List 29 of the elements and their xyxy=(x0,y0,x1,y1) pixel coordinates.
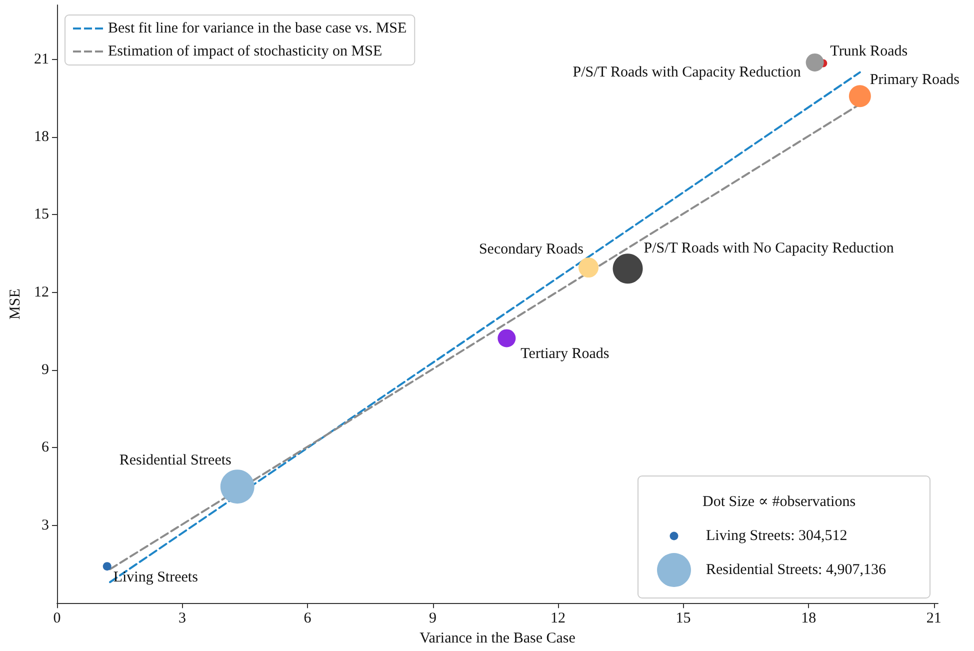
y-tick-label: 15 xyxy=(34,206,49,223)
y-tick-label: 6 xyxy=(42,440,50,456)
series-label: Residential Streets xyxy=(119,452,232,469)
legend-title: Dot Size ∝ #observations xyxy=(702,494,856,510)
series-label: P/S/T Roads with No Capacity Reduction xyxy=(644,240,894,257)
x-tick-label: 21 xyxy=(926,610,942,627)
x-tick-label: 6 xyxy=(304,610,312,627)
y-tick-label: 18 xyxy=(34,129,49,146)
series-label: Tertiary Roads xyxy=(520,346,610,362)
x-tick-label: 15 xyxy=(676,610,691,627)
series-label: Secondary Roads xyxy=(478,242,584,258)
series-label: P/S/T Roads with Capacity Reduction xyxy=(572,64,802,80)
x-tick-label: 18 xyxy=(801,610,816,627)
x-tick-label: 12 xyxy=(550,610,566,627)
series-label: Primary Roads xyxy=(870,72,960,88)
x-tick-label: 0 xyxy=(53,610,61,627)
y-tick-label: 21 xyxy=(34,51,49,68)
legend-label: Living Streets: 304,512 xyxy=(706,528,848,544)
x-axis-title: Variance in the Base Case xyxy=(420,630,576,646)
y-tick-label: 3 xyxy=(42,517,49,534)
x-tick-label: 9 xyxy=(429,610,437,627)
legend-label: Best fit line for variance in the base case vs. MSE xyxy=(108,20,407,36)
y-tick-label: 12 xyxy=(34,284,49,300)
series-label: Trunk Roads xyxy=(830,43,908,60)
legend-label: Estimation of impact of stochasticity on MSE xyxy=(108,44,382,60)
y-axis-title: MSE xyxy=(8,288,24,320)
legend-label: Residential Streets: 4,907,136 xyxy=(706,562,886,578)
y-tick-label: 9 xyxy=(42,362,49,378)
x-tick-label: 3 xyxy=(178,610,186,627)
